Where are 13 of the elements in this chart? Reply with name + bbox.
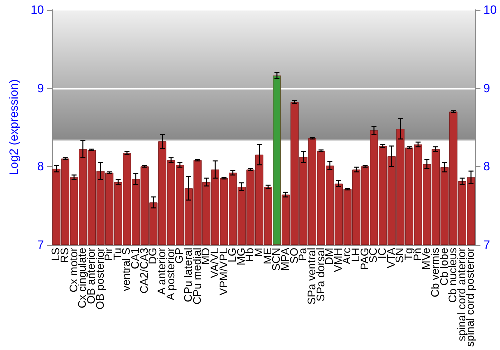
y-axis-title: Log2 (expression) xyxy=(7,79,21,176)
y2-tick-label: 8 xyxy=(484,160,491,174)
y2-tick-label: 7 xyxy=(484,238,491,252)
x-tick-label: Tg xyxy=(403,248,416,261)
y2-tick-label: 9 xyxy=(484,81,491,96)
y2-tick-label: 10 xyxy=(484,3,498,17)
y-tick-label: 10 xyxy=(30,3,45,17)
x-tick-label: spinal cord posterior xyxy=(465,248,478,348)
y-tick-label: 9 xyxy=(38,81,45,96)
x-tick-label: A posterior xyxy=(165,248,178,301)
x-tick-label: RS xyxy=(59,248,72,264)
y-tick-label: 8 xyxy=(38,160,45,174)
y-tick-label: 7 xyxy=(38,238,45,252)
